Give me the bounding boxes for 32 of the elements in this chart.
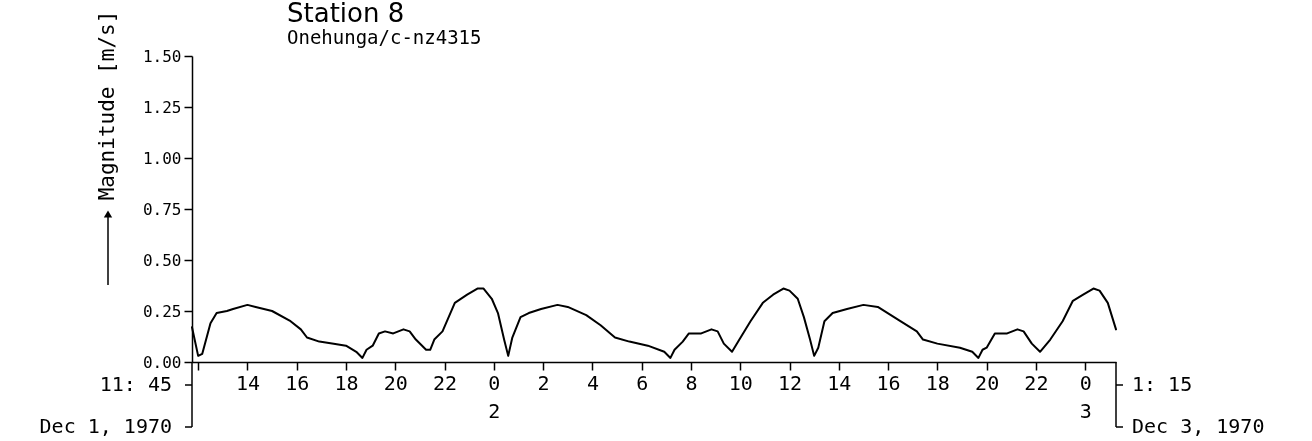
y-tick-label: 0.25 <box>142 301 182 321</box>
x-tick-label: 20 <box>383 370 408 395</box>
y-tick-label: 0.00 <box>142 352 182 372</box>
x-tick-label: 10 <box>728 370 753 395</box>
x-tick-label: 16 <box>285 370 310 395</box>
text: Dec 1, 1970 <box>39 414 172 438</box>
x-tick-label: 18 <box>334 370 359 395</box>
x-tick-label: 14 <box>827 370 852 395</box>
x-tick-label: 20 <box>975 370 1000 395</box>
chart-subtitle: Onehunga/c-nz4315 <box>287 26 482 49</box>
x-tick-label: 6 <box>636 370 649 395</box>
x-tick-label: 0 2 <box>488 370 501 423</box>
x-tick-label: 8 <box>685 370 698 395</box>
text: Dec 3, 1970 <box>1132 414 1265 438</box>
text: 1: 15 <box>1132 372 1193 396</box>
x-tick-label: 0 3 <box>1079 370 1092 423</box>
y-tick-label: 0.75 <box>142 199 182 219</box>
y-tick-label: 1.00 <box>142 148 182 168</box>
x-tick-label: 16 <box>876 370 901 395</box>
x-tick-label: 22 <box>1024 370 1049 395</box>
x-tick-label: 12 <box>777 370 803 395</box>
x-tick-label: 4 <box>586 370 599 395</box>
x-tick-label: 2 <box>537 370 550 395</box>
text: 11: 45 <box>99 372 172 396</box>
x-tick-label: 18 <box>925 370 950 395</box>
chart-title: Station 8 <box>287 0 405 29</box>
y-axis-title: Magnitude [m/s] <box>94 10 119 201</box>
y-tick-label: 0.50 <box>142 250 182 270</box>
x-tick-label: 14 <box>235 370 260 395</box>
x-tick-label: 22 <box>433 370 458 395</box>
y-tick-label: 1.25 <box>142 97 182 117</box>
y-tick-label: 1.50 <box>142 46 182 66</box>
